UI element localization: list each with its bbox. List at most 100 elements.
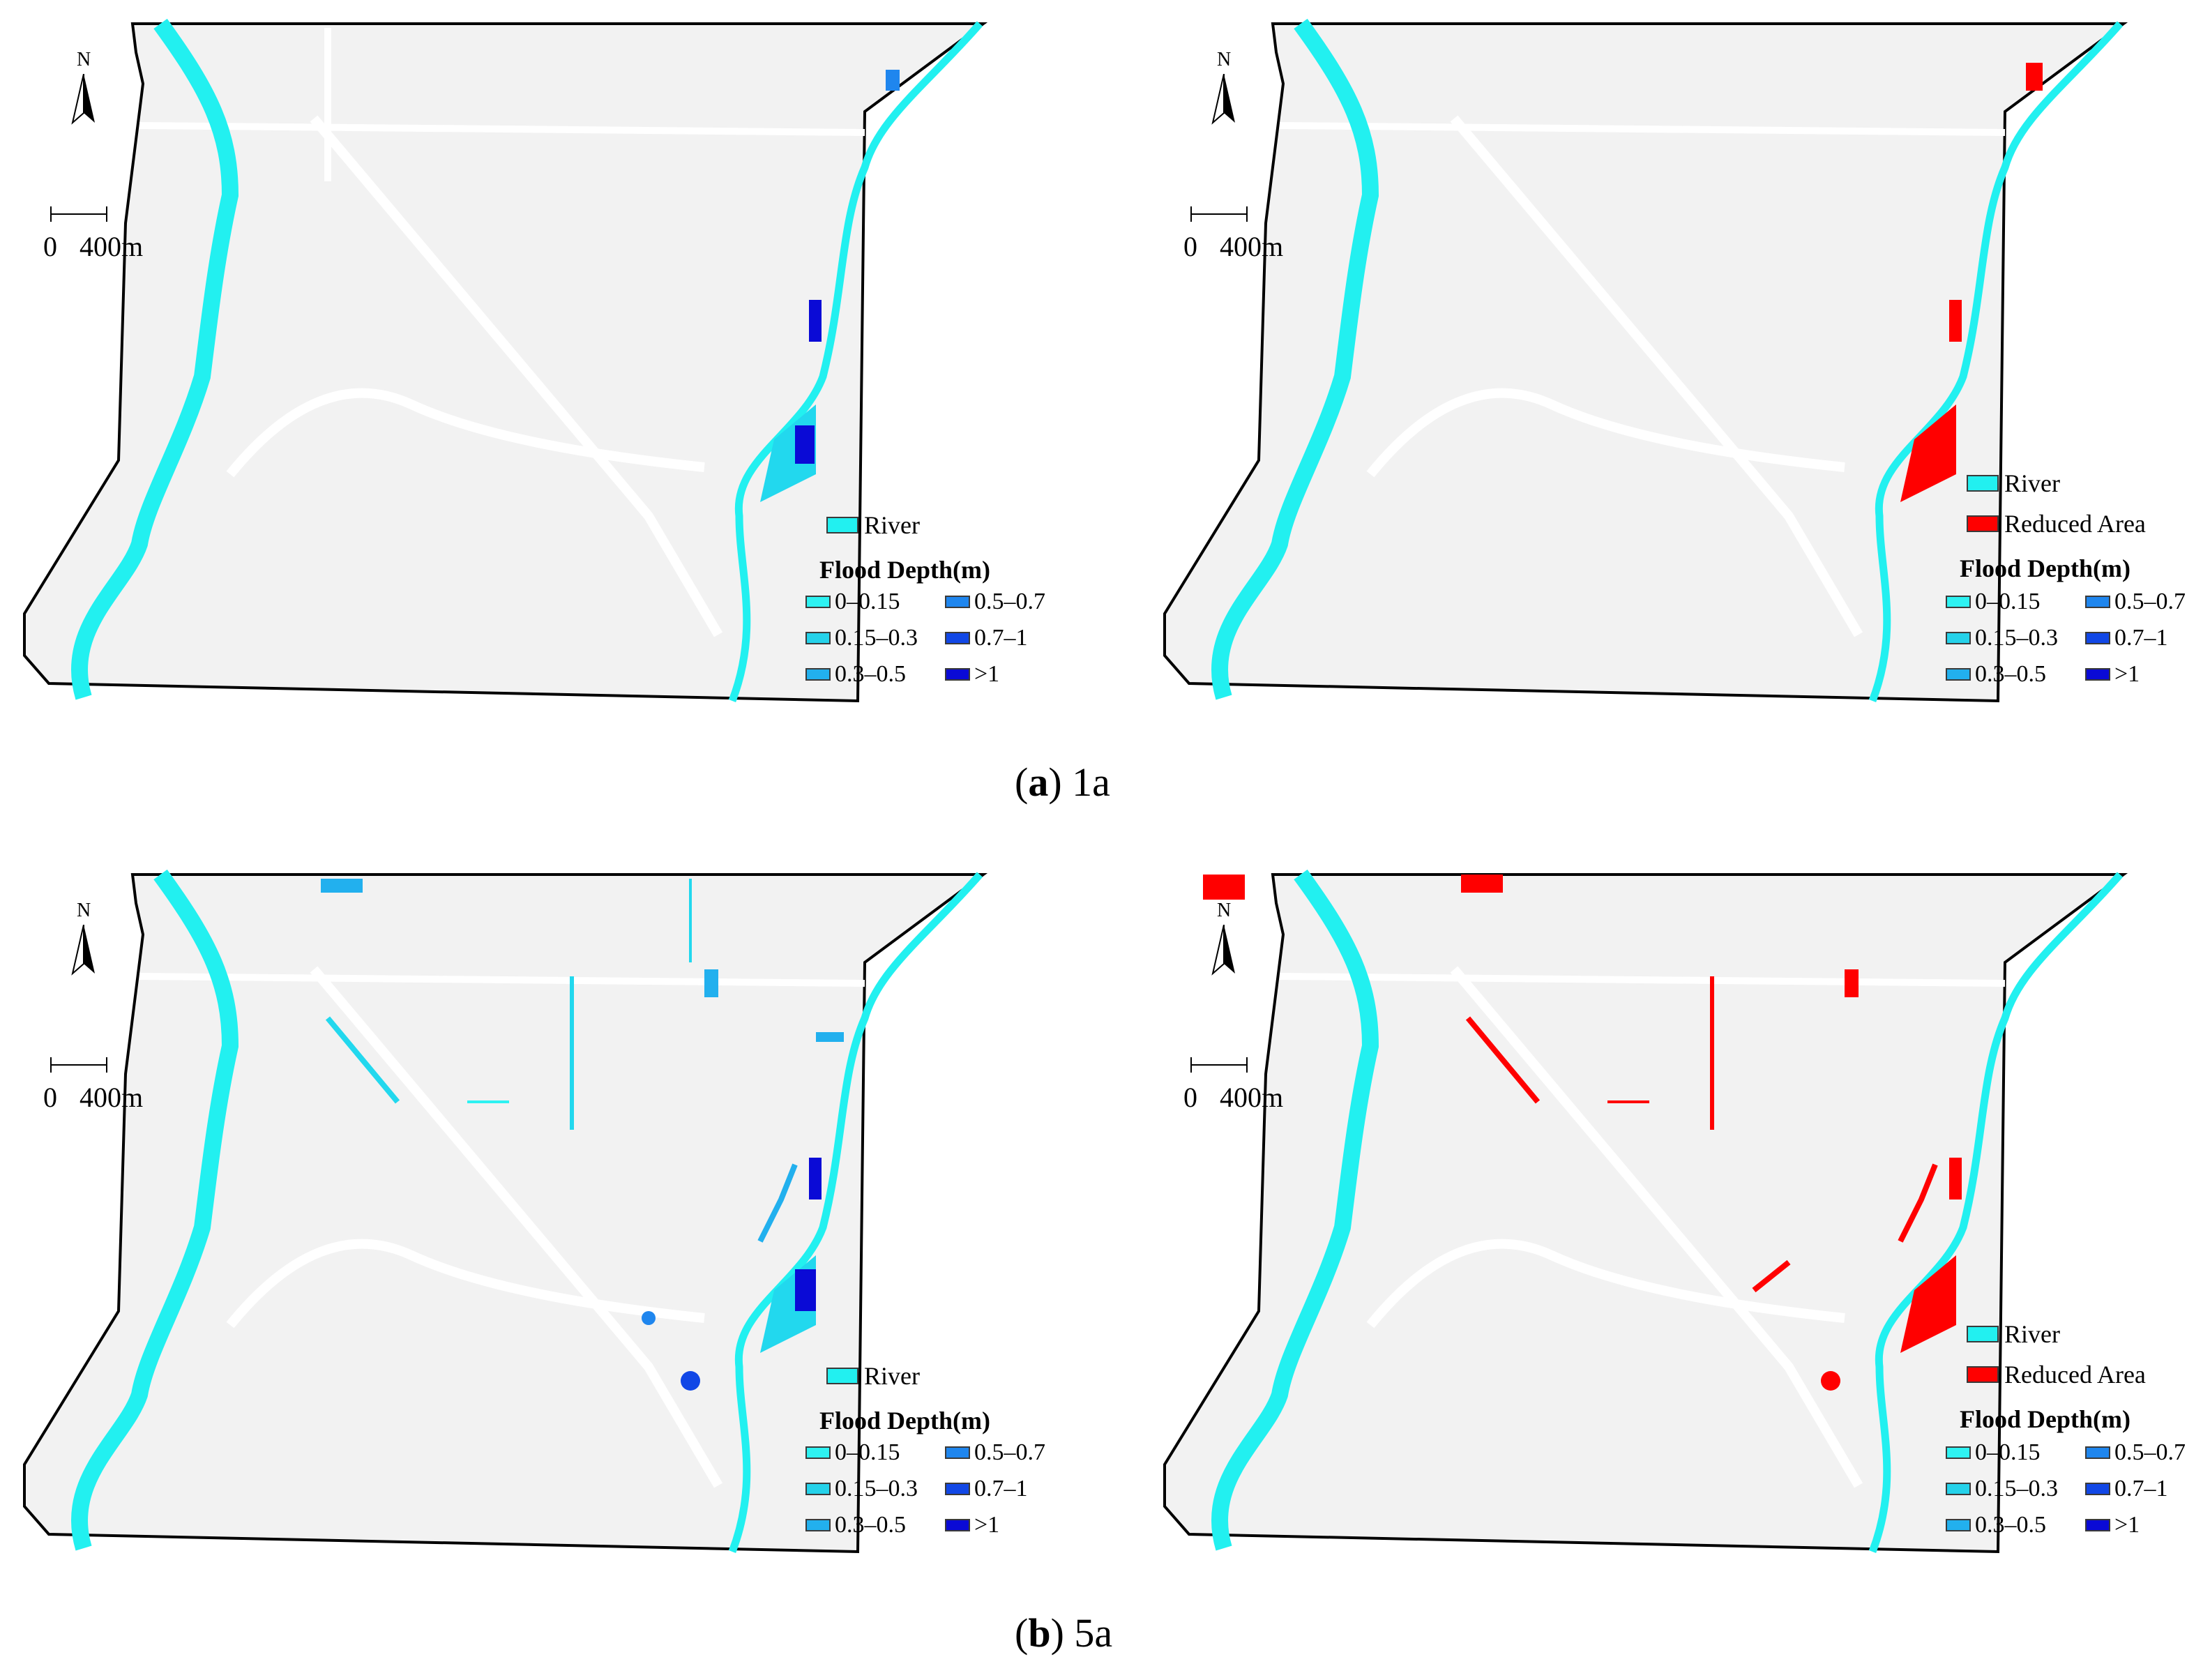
legend-depth-title: Flood Depth(m): [819, 556, 990, 584]
flood-patch-deep: [809, 1158, 822, 1200]
scale-distance: 400m: [80, 231, 144, 262]
legend-river-label: River: [864, 511, 920, 539]
legend-class: 0.5–0.7: [2114, 589, 2186, 614]
scale-distance: 400m: [1220, 231, 1284, 262]
map-legend: River Flood Depth(m) 0–0.15 0.5–0.7 0.15…: [805, 1353, 1045, 1555]
road-curve: [1366, 1239, 1845, 1329]
reduced-area-patch: [1900, 1255, 1956, 1353]
north-arrow-icon: [1211, 925, 1235, 976]
scale-bar: 0 400m: [1183, 1050, 1330, 1120]
reduced-area-street: [1898, 1163, 1938, 1243]
map-legend: River Reduced Area Flood Depth(m) 0–0.15…: [1946, 1311, 2186, 1555]
flood-patch: [816, 1032, 844, 1042]
legend-class: 0.3–0.5: [835, 661, 906, 687]
road-horizontal: [139, 973, 865, 987]
reduced-area-patch: [1461, 875, 1503, 893]
flood-street: [757, 1163, 798, 1243]
scale-zero: 0: [43, 1082, 57, 1113]
river-west: [71, 869, 239, 1551]
legend-river-label: River: [2004, 469, 2060, 497]
reduced-area-patch: [1900, 404, 1956, 502]
north-arrow-icon: [71, 925, 95, 976]
legend-class: 0.7–1: [2114, 1476, 2168, 1501]
river-west: [1211, 869, 1379, 1551]
scale-distance: 400m: [1220, 1082, 1284, 1113]
river-east: [1868, 21, 2124, 702]
map-canvas: [1163, 18, 2128, 703]
legend-class: >1: [974, 1512, 1000, 1538]
river-west: [1211, 18, 1379, 700]
map-panel-a-left: N 0 400m River Flood Depth(m) 0–0.15 0.5…: [21, 14, 1045, 711]
north-label: N: [77, 49, 91, 70]
flood-patch: [321, 879, 363, 893]
river-swatch: [1967, 475, 1999, 492]
legend-reduced-label: Reduced Area: [2004, 1361, 2146, 1388]
legend-depth-title: Flood Depth(m): [1960, 554, 2130, 582]
scale-bar: 0 400m: [43, 1050, 190, 1120]
road-curve: [226, 1239, 705, 1329]
road-diagonal: [1450, 115, 1863, 637]
legend-class: 0.7–1: [974, 1476, 1028, 1501]
road-curve: [1366, 388, 1845, 478]
scale-distance: 400m: [80, 1082, 144, 1113]
legend-class: 0.3–0.5: [1975, 661, 2046, 687]
legend-class: 0–0.15: [1975, 1439, 2041, 1465]
legend-class: 0–0.15: [1975, 589, 2041, 614]
map-canvas: [23, 869, 988, 1554]
legend-depth-title: Flood Depth(m): [819, 1407, 990, 1435]
legend-class: >1: [974, 661, 1000, 687]
legend-class: 0.15–0.3: [835, 1476, 918, 1501]
map-legend: River Reduced Area Flood Depth(m) 0–0.15…: [1946, 460, 2186, 704]
legend-river-label: River: [864, 1362, 920, 1390]
caption-a-text: 1a: [1072, 759, 1110, 805]
map-panel-b-left: N 0 400m River Flood Depth(m) 0–0.15 0.5…: [21, 865, 1045, 1562]
road-diagonal: [1450, 966, 1863, 1488]
caption-a: (a) 1a: [1015, 759, 1110, 805]
map-panel-a-right: N 0 400m River Reduced Area Flood Depth(…: [1161, 14, 2186, 711]
caption-b-text: 5a: [1074, 1610, 1113, 1656]
legend-class: 0.3–0.5: [1975, 1512, 2046, 1538]
reduced-area-swatch: [1967, 1366, 1999, 1383]
reduced-area-patch: [1949, 1158, 1962, 1200]
flood-patch-deep: [681, 1371, 700, 1391]
river-east: [728, 21, 983, 702]
river-swatch: [826, 1368, 858, 1384]
legend-river-label: River: [2004, 1320, 2060, 1348]
map-legend: River Flood Depth(m) 0–0.15 0.5–0.7 0.15…: [805, 502, 1045, 704]
legend-class: 0.15–0.3: [1975, 625, 2058, 651]
caption-a-letter: a: [1028, 759, 1049, 805]
river-west: [71, 18, 239, 700]
road-horizontal: [1279, 122, 2006, 136]
north-arrow: N: [70, 49, 112, 139]
reduced-area-patch: [1821, 1371, 1840, 1391]
reduced-area-swatch: [1967, 515, 1999, 532]
legend-class: 0.5–0.7: [974, 1439, 1045, 1465]
scale-zero: 0: [1183, 231, 1197, 262]
river-east: [1868, 872, 2124, 1553]
map-canvas: [1163, 869, 2128, 1554]
north-label: N: [1217, 900, 1232, 921]
legend-class: >1: [2114, 1512, 2140, 1538]
flood-patch: [886, 70, 900, 91]
scale-bar: 0 400m: [1183, 199, 1330, 269]
north-arrow-icon: [1211, 74, 1235, 125]
legend-class: 0–0.15: [835, 589, 900, 614]
legend-class: 0.5–0.7: [974, 589, 1045, 614]
legend-class: 0.15–0.3: [1975, 1476, 2058, 1501]
road-horizontal: [1279, 973, 2006, 987]
river-swatch: [826, 517, 858, 533]
flood-patch-deep: [809, 300, 822, 342]
map-canvas: [23, 18, 988, 703]
legend-class: 0.5–0.7: [2114, 1439, 2186, 1465]
flood-patch-deep: [795, 1269, 816, 1311]
north-label: N: [1217, 49, 1232, 70]
caption-b-letter: b: [1028, 1610, 1051, 1656]
legend-class: >1: [2114, 661, 2140, 687]
flood-patch: [642, 1311, 656, 1325]
reduced-area-street: [1752, 1259, 1791, 1293]
north-arrow: N: [70, 900, 112, 990]
north-label: N: [77, 900, 91, 921]
road-diagonal: [310, 966, 723, 1488]
scale-bar: 0 400m: [43, 199, 190, 269]
road-curve: [226, 388, 705, 478]
